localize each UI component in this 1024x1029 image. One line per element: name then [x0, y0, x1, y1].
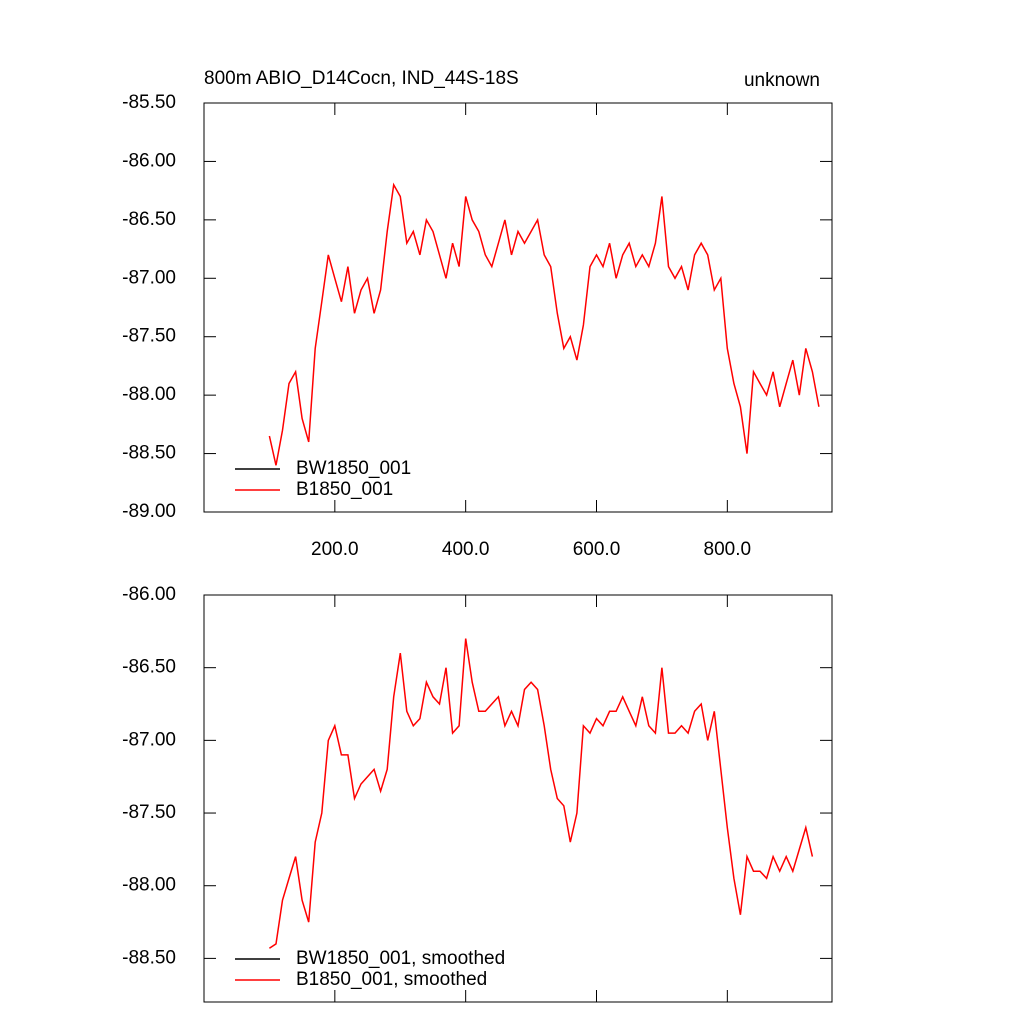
- y-tick-label: -88.50: [122, 947, 176, 968]
- y-tick-label: -89.00: [122, 501, 176, 522]
- plot-frame: [203, 102, 833, 513]
- y-tick-label: -87.50: [122, 802, 176, 823]
- legend-label: BW1850_001, smoothed: [296, 948, 505, 969]
- y-tick-label: -87.00: [122, 267, 176, 288]
- y-tick-label: -86.50: [122, 657, 176, 678]
- plot-frame: [203, 594, 833, 1003]
- legend-label: BW1850_001: [296, 458, 411, 479]
- y-tick-label: -87.50: [122, 326, 176, 347]
- data-line: [268, 182, 820, 466]
- x-tick-label: 200.0: [311, 539, 359, 560]
- chart-title: 800m ABIO_D14Cocn, IND_44S-18S: [204, 68, 519, 89]
- legend-label: B1850_001, smoothed: [296, 969, 487, 990]
- x-tick-label: 400.0: [442, 539, 490, 560]
- legend-label: B1850_001: [296, 479, 393, 500]
- y-tick-label: -86.00: [122, 584, 176, 605]
- x-tick-label: 800.0: [704, 539, 752, 560]
- y-tick-label: -87.00: [122, 729, 176, 750]
- y-tick-label: -86.50: [122, 209, 176, 230]
- data-line: [268, 638, 814, 949]
- y-tick-label: -88.50: [122, 443, 176, 464]
- chart-right-title: unknown: [744, 70, 820, 91]
- y-tick-label: -88.00: [122, 384, 176, 405]
- y-tick-label: -88.00: [122, 875, 176, 896]
- x-tick-label: 600.0: [573, 539, 621, 560]
- y-tick-label: -86.00: [122, 150, 176, 171]
- y-tick-label: -85.50: [122, 92, 176, 113]
